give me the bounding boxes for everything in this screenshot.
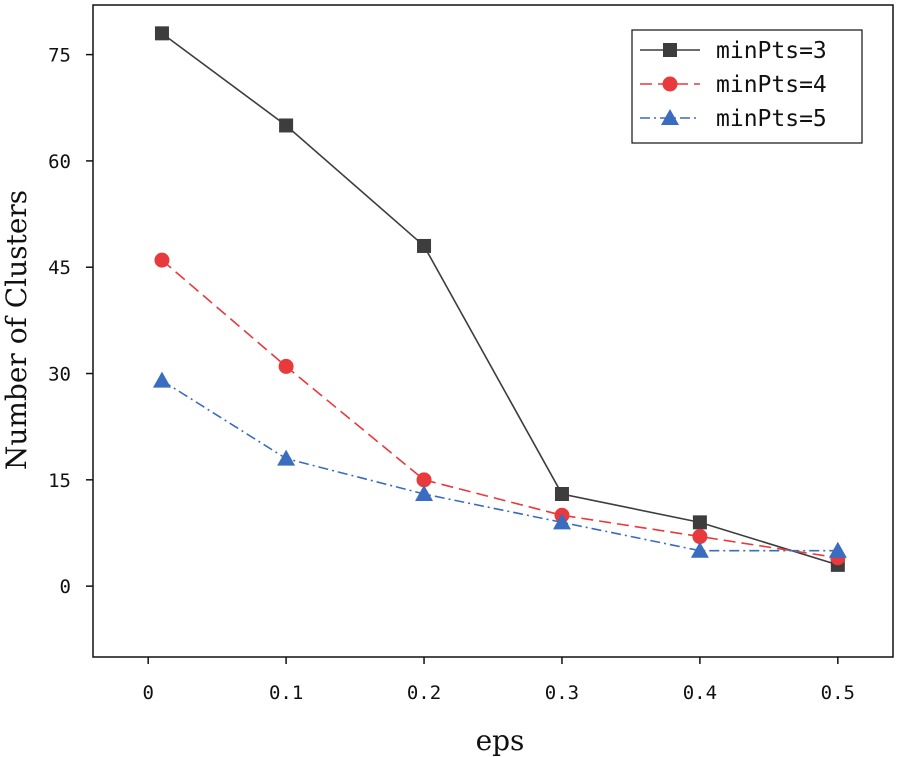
x-tick-label: 0 [142,682,153,704]
series-2 [154,252,846,566]
data-point-marker [154,252,170,268]
y-axis-title: Number of Clusters [0,190,33,470]
legend-label: minPts=4 [716,72,827,98]
legend: minPts=3 minPts=4 minPts=5 [631,29,863,144]
data-point-marker [415,485,434,501]
x-axis-ticks: 0 0.1 0.2 0.3 0.4 0.5 [142,657,855,704]
data-point-marker [692,529,708,545]
data-point-marker [279,118,294,133]
plot-frame [92,4,894,658]
data-point-marker [416,472,432,488]
legend-marker [661,109,679,125]
legend-marker [662,76,678,92]
legend-label: minPts=5 [716,106,827,132]
data-point-marker [554,487,569,501]
series-line [161,32,839,566]
series-3 [152,371,847,558]
y-tick-label: 15 [48,470,71,492]
x-tick-label: 0.2 [407,682,441,704]
data-point-marker [154,26,169,41]
y-tick-label: 75 [48,45,71,67]
legend-entry: minPts=4 [640,72,827,98]
data-point-marker [278,358,294,374]
y-axis-ticks: 0 15 30 45 60 75 [48,45,93,598]
data-point-marker [828,541,847,558]
y-tick-label: 60 [48,151,71,173]
legend-entries: minPts=3 minPts=4 minPts=5 [640,38,827,132]
y-tick-label: 30 [48,364,71,386]
legend-entry: minPts=3 [640,38,827,64]
data-point-marker [690,541,709,558]
x-tick-label: 0.5 [821,682,855,704]
data-point-marker [692,515,707,530]
data-point-marker [277,449,296,466]
legend-label: minPts=3 [716,38,827,64]
series-layer [152,26,847,572]
data-point-marker [417,238,432,253]
series-line [161,259,838,559]
legend-entry: minPts=5 [640,106,827,132]
y-tick-label: 0 [60,576,71,598]
data-point-marker [552,513,571,530]
x-tick-label: 0.4 [683,682,717,704]
x-tick-label: 0.1 [269,682,303,704]
x-axis-title: eps [476,724,525,757]
y-tick-label: 45 [48,257,71,279]
data-point-marker [152,371,171,388]
series-line [161,379,838,552]
x-tick-label: 0.3 [545,682,579,704]
legend-marker [663,43,677,57]
